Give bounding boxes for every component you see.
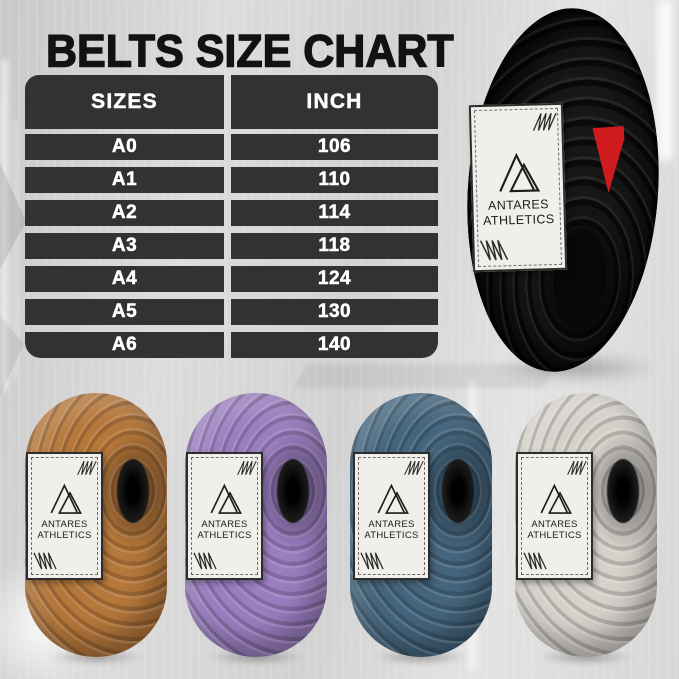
stitch-hatch-icon <box>33 552 57 570</box>
inch-cell: 130 <box>231 299 438 325</box>
inch-cell: 140 <box>231 332 438 358</box>
brand-name: ANTARES ATHLETICS <box>364 519 418 542</box>
brand-name: ANTARES ATHLETICS <box>483 197 555 229</box>
inch-cell: 118 <box>231 233 438 259</box>
table-header-sizes: SIZES <box>25 75 224 129</box>
brand-name: ANTARES ATHLETICS <box>37 519 91 542</box>
brand-line1: ANTARES <box>368 519 415 530</box>
brand-line2: ATHLETICS <box>364 530 419 542</box>
antares-logo-icon <box>540 483 572 514</box>
purple-belt-shadow <box>196 648 316 666</box>
stitch-hatch-icon <box>567 460 587 475</box>
brand-name: ANTARES ATHLETICS <box>197 519 251 542</box>
page-title: BELTS SIZE CHART <box>45 25 454 77</box>
table-header-row: SIZES INCH <box>25 75 438 129</box>
inch-cell: 110 <box>231 167 438 193</box>
background-streak <box>657 0 673 160</box>
inch-cell: 114 <box>231 200 438 226</box>
inch-cell: 124 <box>231 266 438 292</box>
size-cell: A3 <box>25 233 224 259</box>
brown-belt-image: ANTARES ATHLETICS <box>25 393 167 657</box>
antares-logo-icon <box>499 152 541 193</box>
table-row: A1 110 <box>25 167 438 193</box>
brand-line2: ATHLETICS <box>197 530 252 542</box>
size-cell: A2 <box>25 200 224 226</box>
antares-logo-icon <box>377 483 409 514</box>
antares-logo-icon <box>50 483 82 514</box>
brand-line2: ATHLETICS <box>482 212 555 228</box>
background-streak <box>14 120 17 380</box>
purple-belt-tag: ANTARES ATHLETICS <box>186 452 263 580</box>
inch-cell: 106 <box>231 134 438 160</box>
stitch-hatch-icon <box>532 112 557 131</box>
black-belt-tag: ANTARES ATHLETICS <box>468 102 568 273</box>
table-row: A4 124 <box>25 266 438 292</box>
brown-belt-tag: ANTARES ATHLETICS <box>26 452 103 580</box>
table-row: A0 106 <box>25 134 438 160</box>
belt-size-table: SIZES INCH A0 106 A1 110 A2 114 A3 118 A… <box>25 75 438 365</box>
blue-belt-image: ANTARES ATHLETICS <box>350 393 492 657</box>
brand-line2: ATHLETICS <box>527 530 582 542</box>
stitch-hatch-icon <box>404 460 424 475</box>
table-row: A5 130 <box>25 299 438 325</box>
size-cell: A4 <box>25 266 224 292</box>
size-cell: A0 <box>25 134 224 160</box>
stitch-hatch-icon <box>77 460 97 475</box>
stitch-hatch-icon <box>523 552 547 570</box>
blue-belt-shadow <box>361 648 481 666</box>
brown-belt-shadow <box>36 648 156 666</box>
table-row: A6 140 <box>25 332 438 358</box>
size-cell: A1 <box>25 167 224 193</box>
stitch-hatch-icon <box>479 239 509 261</box>
white-belt-image: ANTARES ATHLETICS <box>515 393 657 657</box>
blue-belt-tag: ANTARES ATHLETICS <box>353 452 430 580</box>
table-row: A3 118 <box>25 233 438 259</box>
background-streak <box>2 60 7 390</box>
size-cell: A5 <box>25 299 224 325</box>
table-row: A2 114 <box>25 200 438 226</box>
purple-belt-image: ANTARES ATHLETICS <box>185 393 327 657</box>
stitch-hatch-icon <box>193 552 217 570</box>
size-cell: A6 <box>25 332 224 358</box>
antares-logo-icon <box>210 483 242 514</box>
table-header-inch: INCH <box>231 75 438 129</box>
brand-line1: ANTARES <box>41 519 88 530</box>
white-belt-shadow <box>526 648 646 666</box>
brand-line1: ANTARES <box>531 519 578 530</box>
brand-line2: ATHLETICS <box>37 530 92 542</box>
brand-line1: ANTARES <box>201 519 248 530</box>
stitch-hatch-icon <box>360 552 384 570</box>
brand-name: ANTARES ATHLETICS <box>527 519 581 542</box>
stitch-hatch-icon <box>237 460 257 475</box>
white-belt-tag: ANTARES ATHLETICS <box>516 452 593 580</box>
